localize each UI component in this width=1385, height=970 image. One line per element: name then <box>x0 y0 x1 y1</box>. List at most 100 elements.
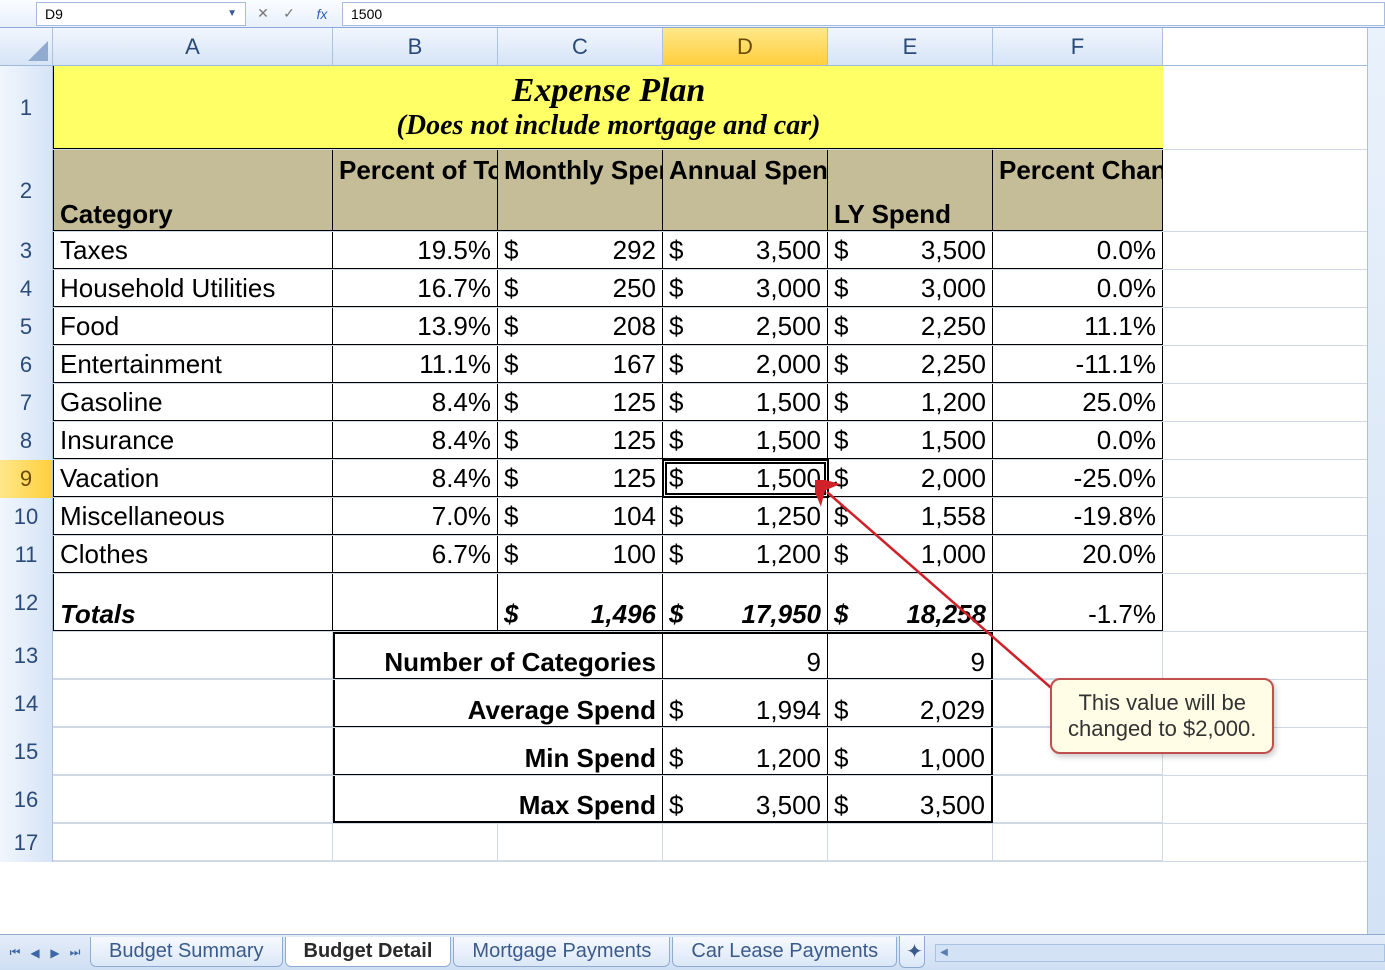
cell-B17[interactable] <box>333 824 498 861</box>
col-header-E[interactable]: E <box>828 28 993 65</box>
row-header-17[interactable]: 17 <box>0 824 53 862</box>
cell-A15[interactable] <box>53 728 333 775</box>
cell-D7[interactable]: $1,500 <box>663 384 828 421</box>
cell-D11[interactable]: $1,200 <box>663 536 828 573</box>
cell-E9[interactable]: $2,000 <box>828 460 993 497</box>
cell-D3[interactable]: $3,500 <box>663 232 828 269</box>
cell-A9[interactable]: Vacation <box>53 460 333 497</box>
cell-C9[interactable]: $125 <box>498 460 663 497</box>
cell-A14[interactable] <box>53 680 333 727</box>
cell-A5[interactable]: Food <box>53 308 333 345</box>
cell-F4[interactable]: 0.0% <box>993 270 1163 307</box>
accept-formula-icon[interactable]: ✓ <box>276 5 302 22</box>
cell-F17[interactable] <box>993 824 1163 861</box>
cell-A6[interactable]: Entertainment <box>53 346 333 383</box>
cell-C17[interactable] <box>498 824 663 861</box>
row-header-1[interactable]: 1 <box>0 66 53 150</box>
cell-D15[interactable]: $1,200 <box>663 728 828 775</box>
cell-D9[interactable]: $1,500 <box>663 460 828 497</box>
cell-E16[interactable]: $3,500 <box>828 776 993 823</box>
cell-E14[interactable]: $2,029 <box>828 680 993 727</box>
cell-C3[interactable]: $292 <box>498 232 663 269</box>
row-header-13[interactable]: 13 <box>0 632 53 680</box>
row-header-11[interactable]: 11 <box>0 536 53 574</box>
cell-A16[interactable] <box>53 776 333 823</box>
cell-B4[interactable]: 16.7% <box>333 270 498 307</box>
cell-A4[interactable]: Household Utilities <box>53 270 333 307</box>
cell-F16[interactable] <box>993 776 1163 823</box>
cell-D17[interactable] <box>663 824 828 861</box>
cell-B7[interactable]: 8.4% <box>333 384 498 421</box>
row-header-16[interactable]: 16 <box>0 776 53 824</box>
cell-C4[interactable]: $250 <box>498 270 663 307</box>
cell-C2[interactable]: Monthly Spend <box>498 150 663 231</box>
cell-A7[interactable]: Gasoline <box>53 384 333 421</box>
cell-B11[interactable]: 6.7% <box>333 536 498 573</box>
row-header-12[interactable]: 12 <box>0 574 53 632</box>
cell-D14[interactable]: $1,994 <box>663 680 828 727</box>
cell-A2[interactable]: Category <box>53 150 333 231</box>
cell-C5[interactable]: $208 <box>498 308 663 345</box>
cell-D5[interactable]: $2,500 <box>663 308 828 345</box>
cell-C6[interactable]: $167 <box>498 346 663 383</box>
cell-F9[interactable]: -25.0% <box>993 460 1163 497</box>
cell-B2[interactable]: Percent of Total <box>333 150 498 231</box>
row-header-15[interactable]: 15 <box>0 728 53 776</box>
cell-A13[interactable] <box>53 632 333 679</box>
tab-first-icon[interactable]: ⏮ <box>6 944 24 962</box>
cell-F8[interactable]: 0.0% <box>993 422 1163 459</box>
row-header-4[interactable]: 4 <box>0 270 53 308</box>
cell-A3[interactable]: Taxes <box>53 232 333 269</box>
col-header-A[interactable]: A <box>53 28 333 65</box>
cell-D12[interactable]: $17,950 <box>663 574 828 631</box>
cell-D16[interactable]: $3,500 <box>663 776 828 823</box>
name-box[interactable]: D9 ▼ <box>36 2 246 26</box>
cell-B6[interactable]: 11.1% <box>333 346 498 383</box>
col-header-C[interactable]: C <box>498 28 663 65</box>
cell-A8[interactable]: Insurance <box>53 422 333 459</box>
cell-B12[interactable] <box>333 574 498 631</box>
cell-F3[interactable]: 0.0% <box>993 232 1163 269</box>
cell-E10[interactable]: $1,558 <box>828 498 993 535</box>
tab-next-icon[interactable]: ▶ <box>46 944 64 962</box>
tab-mortgage-payments[interactable]: Mortgage Payments <box>453 937 670 967</box>
cell-F2[interactable]: Percent Change <box>993 150 1163 231</box>
cell-F7[interactable]: 25.0% <box>993 384 1163 421</box>
cell-E12[interactable]: $18,258 <box>828 574 993 631</box>
cell-D8[interactable]: $1,500 <box>663 422 828 459</box>
cell-E17[interactable] <box>828 824 993 861</box>
cell-D13[interactable]: 9 <box>663 632 828 679</box>
tab-last-icon[interactable]: ⏭ <box>66 944 84 962</box>
cell-B10[interactable]: 7.0% <box>333 498 498 535</box>
cell-E6[interactable]: $2,250 <box>828 346 993 383</box>
cell-BC15[interactable]: Min Spend <box>333 728 663 775</box>
tab-car-lease-payments[interactable]: Car Lease Payments <box>672 937 897 967</box>
cell-B3[interactable]: 19.5% <box>333 232 498 269</box>
cell-D6[interactable]: $2,000 <box>663 346 828 383</box>
row-header-14[interactable]: 14 <box>0 680 53 728</box>
cell-A11[interactable]: Clothes <box>53 536 333 573</box>
cell-E4[interactable]: $3,000 <box>828 270 993 307</box>
row-header-8[interactable]: 8 <box>0 422 53 460</box>
col-header-D[interactable]: D <box>663 28 828 65</box>
cell-C8[interactable]: $125 <box>498 422 663 459</box>
cell-title[interactable]: Expense Plan (Does not include mortgage … <box>53 66 1163 149</box>
cell-E3[interactable]: $3,500 <box>828 232 993 269</box>
cell-BC16[interactable]: Max Spend <box>333 776 663 823</box>
cell-F6[interactable]: -11.1% <box>993 346 1163 383</box>
row-header-6[interactable]: 6 <box>0 346 53 384</box>
cell-C7[interactable]: $125 <box>498 384 663 421</box>
row-header-2[interactable]: 2 <box>0 150 53 232</box>
cell-BC13[interactable]: Number of Categories <box>333 632 663 679</box>
cell-BC14[interactable]: Average Spend <box>333 680 663 727</box>
cell-A17[interactable] <box>53 824 333 861</box>
tab-budget-summary[interactable]: Budget Summary <box>90 937 283 967</box>
cancel-formula-icon[interactable]: ✕ <box>250 5 276 22</box>
row-header-10[interactable]: 10 <box>0 498 53 536</box>
cell-B9[interactable]: 8.4% <box>333 460 498 497</box>
fx-label[interactable]: fx <box>302 6 342 22</box>
cell-F5[interactable]: 11.1% <box>993 308 1163 345</box>
cell-F11[interactable]: 20.0% <box>993 536 1163 573</box>
tab-prev-icon[interactable]: ◀ <box>26 944 44 962</box>
row-header-9[interactable]: 9 <box>0 460 53 498</box>
